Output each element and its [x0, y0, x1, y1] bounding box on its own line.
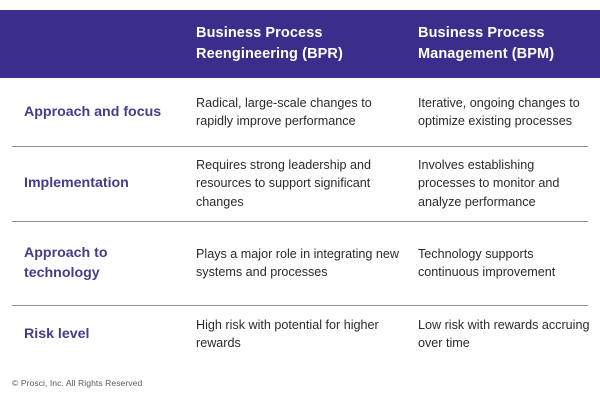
- header-cell-bpm: Business Process Management (BPM): [418, 24, 555, 62]
- row-label-approach-and-focus: Approach and focus: [24, 103, 162, 120]
- table-row: Risk level High risk with potential for …: [0, 305, 600, 363]
- row-label-implementation: Implementation: [24, 175, 129, 192]
- row-cell-bpr: Requires strong leadership and resources…: [196, 157, 372, 209]
- table-row: Approach to technology Plays a major rol…: [0, 221, 600, 305]
- row-label-risk-level: Risk level: [24, 325, 90, 342]
- row-divider: [12, 221, 588, 222]
- row-divider: [12, 305, 588, 306]
- row-cell-bpm: Low risk with rewards accruing over time: [418, 317, 590, 351]
- table-row: Approach and focus Radical, large-scale …: [0, 78, 600, 146]
- table-row: Implementation Requires strong leadershi…: [0, 146, 600, 221]
- row-divider: [12, 146, 588, 147]
- copyright-footer: © Prosci, Inc. All Rights Reserved: [12, 378, 143, 388]
- row-cell-bpr: Plays a major role in integrating new sy…: [196, 246, 400, 280]
- table-body: Approach and focus Radical, large-scale …: [0, 78, 600, 363]
- row-cell-bpr: Radical, large-scale changes to rapidly …: [196, 95, 372, 129]
- header-cell-bpr: Business Process Reengineering (BPR): [196, 24, 343, 62]
- row-cell-bpm: Involves establishing processes to monit…: [418, 157, 560, 209]
- table-header-row: Business Process Reengineering (BPR) Bus…: [0, 10, 600, 78]
- row-cell-bpm: Technology supports continuous improveme…: [418, 246, 556, 280]
- row-cell-bpr: High risk with potential for higher rewa…: [196, 317, 379, 351]
- row-label-approach-to-technology: Approach to technology: [24, 244, 108, 281]
- row-cell-bpm: Iterative, ongoing changes to optimize e…: [418, 95, 580, 129]
